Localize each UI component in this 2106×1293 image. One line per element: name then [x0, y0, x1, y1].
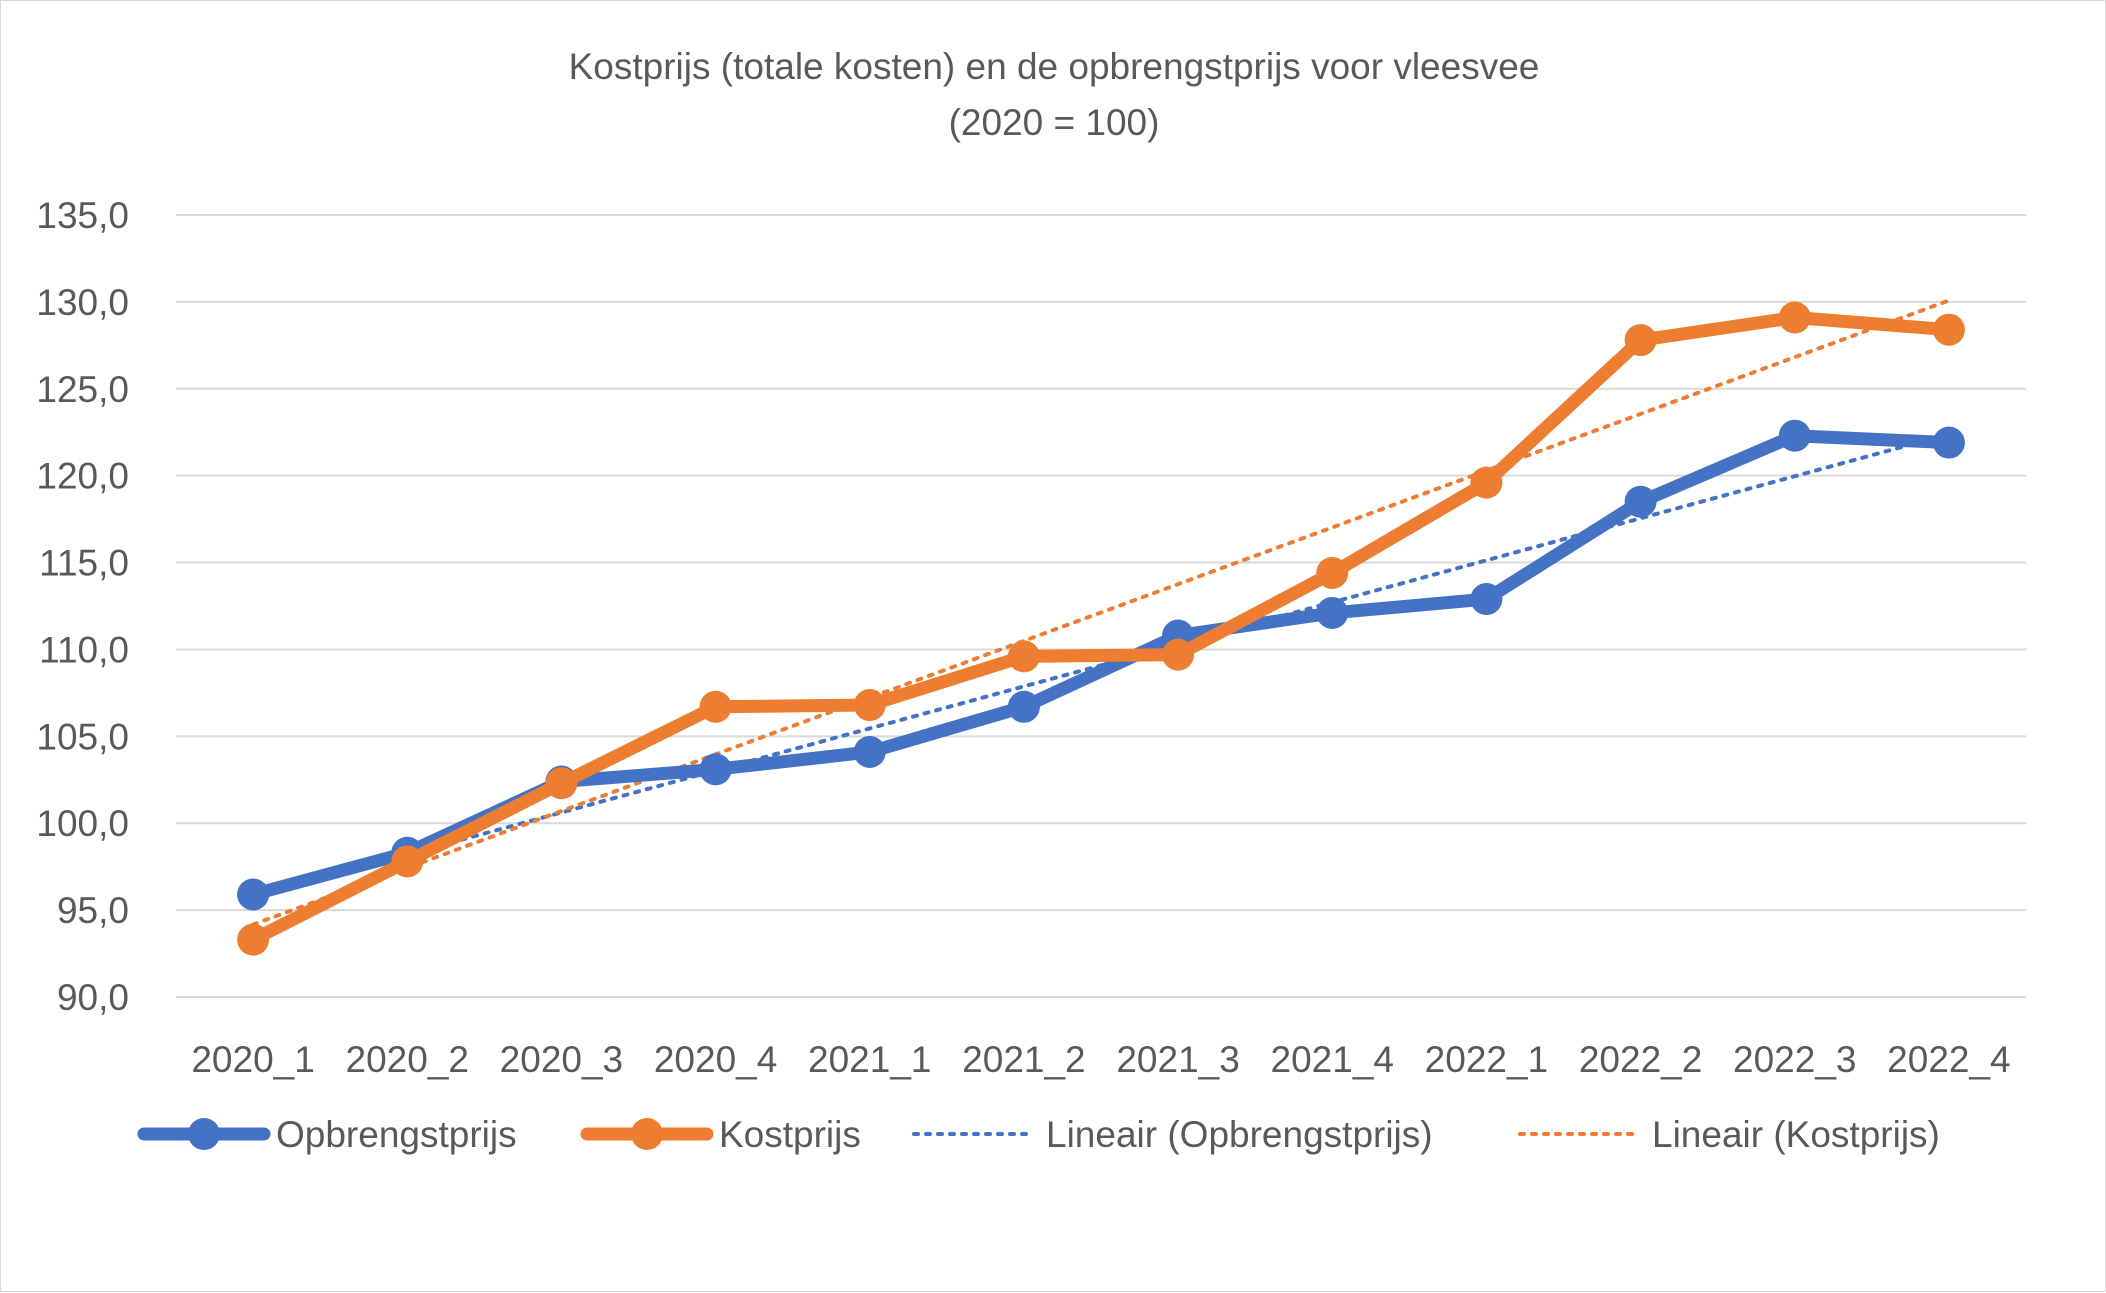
y-tick-label: 95,0	[57, 890, 129, 931]
y-tick-label: 135,0	[36, 195, 129, 236]
data-point-opbrengstprijs	[1007, 690, 1040, 723]
series-line-kostprijs	[246, 311, 1956, 947]
y-tick-label: 115,0	[39, 543, 129, 584]
data-point-kostprijs	[1932, 313, 1965, 346]
y-tick-label: 120,0	[36, 456, 129, 497]
x-axis-ticks: 2020_1 2020_2 2020_3 2020_4 2021_1 2021_2 2021…	[191, 1039, 2010, 1080]
x-tick-label: 2022_1	[1425, 1039, 1548, 1080]
data-point-opbrengstprijs	[1778, 419, 1811, 452]
x-tick-label: 2020_1	[191, 1039, 314, 1080]
trendlines	[251, 298, 1951, 927]
chart-title: Kostprijs (totale kosten) en de opbrengs…	[569, 46, 1540, 87]
data-point-kostprijs	[1162, 638, 1195, 671]
data-point-opbrengstprijs	[1470, 583, 1503, 616]
data-point-kostprijs	[1007, 640, 1040, 673]
chart-subtitle: (2020 = 100)	[949, 102, 1160, 143]
y-tick-label: 100,0	[36, 803, 129, 844]
data-point-opbrengstprijs	[699, 753, 732, 786]
legend: Opbrengstprijs Kostprijs Lineair (Opbrengs…	[137, 1114, 1940, 1155]
data-point-kostprijs	[1624, 324, 1657, 357]
data-point-opbrengstprijs	[1624, 485, 1657, 518]
data-point-kostprijs	[545, 767, 578, 800]
data-point-opbrengstprijs	[237, 878, 270, 911]
data-point-kostprijs	[237, 923, 270, 956]
data-point-kostprijs	[1316, 556, 1349, 589]
data-point-kostprijs	[699, 690, 732, 723]
x-tick-label: 2021_3	[1116, 1039, 1239, 1080]
gridlines	[176, 214, 2026, 998]
legend-marker-opbrengstprijs	[188, 1118, 220, 1150]
legend-label-lineair-kostprijs: Lineair (Kostprijs)	[1652, 1114, 1940, 1155]
x-tick-label: 2022_4	[1887, 1039, 2010, 1080]
y-tick-label: 130,0	[36, 282, 129, 323]
x-tick-label: 2021_1	[808, 1039, 931, 1080]
legend-marker-kostprijs	[631, 1118, 663, 1150]
x-tick-label: 2021_2	[962, 1039, 1085, 1080]
legend-label-kostprijs: Kostprijs	[719, 1114, 861, 1155]
data-point-kostprijs	[1778, 301, 1811, 334]
x-tick-label: 2022_2	[1579, 1039, 1702, 1080]
data-point-opbrengstprijs	[853, 735, 886, 768]
legend-label-opbrengstprijs: Opbrengstprijs	[276, 1114, 517, 1155]
trendline-kostprijs	[251, 298, 1951, 927]
x-tick-label: 2022_3	[1733, 1039, 1856, 1080]
y-axis-ticks: 90,0 95,0 100,0 105,0 110,0 115,0 120,0 125,0 13…	[36, 195, 129, 1018]
data-point-opbrengstprijs	[1932, 426, 1965, 459]
x-tick-label: 2020_3	[500, 1039, 623, 1080]
x-tick-label: 2020_4	[654, 1039, 777, 1080]
data-point-kostprijs	[391, 845, 424, 878]
y-tick-label: 125,0	[36, 369, 129, 410]
data-point-kostprijs	[1470, 466, 1503, 499]
x-tick-label: 2021_4	[1271, 1039, 1394, 1080]
y-tick-label: 105,0	[36, 716, 129, 757]
data-point-kostprijs	[853, 689, 886, 722]
legend-label-lineair-opbrengstprijs: Lineair (Opbrengstprijs)	[1046, 1114, 1433, 1155]
x-tick-label: 2020_2	[346, 1039, 469, 1080]
y-tick-label: 110,0	[39, 629, 129, 670]
series-lines	[237, 301, 1965, 956]
data-point-opbrengstprijs	[1316, 596, 1349, 629]
y-tick-label: 90,0	[57, 977, 129, 1018]
